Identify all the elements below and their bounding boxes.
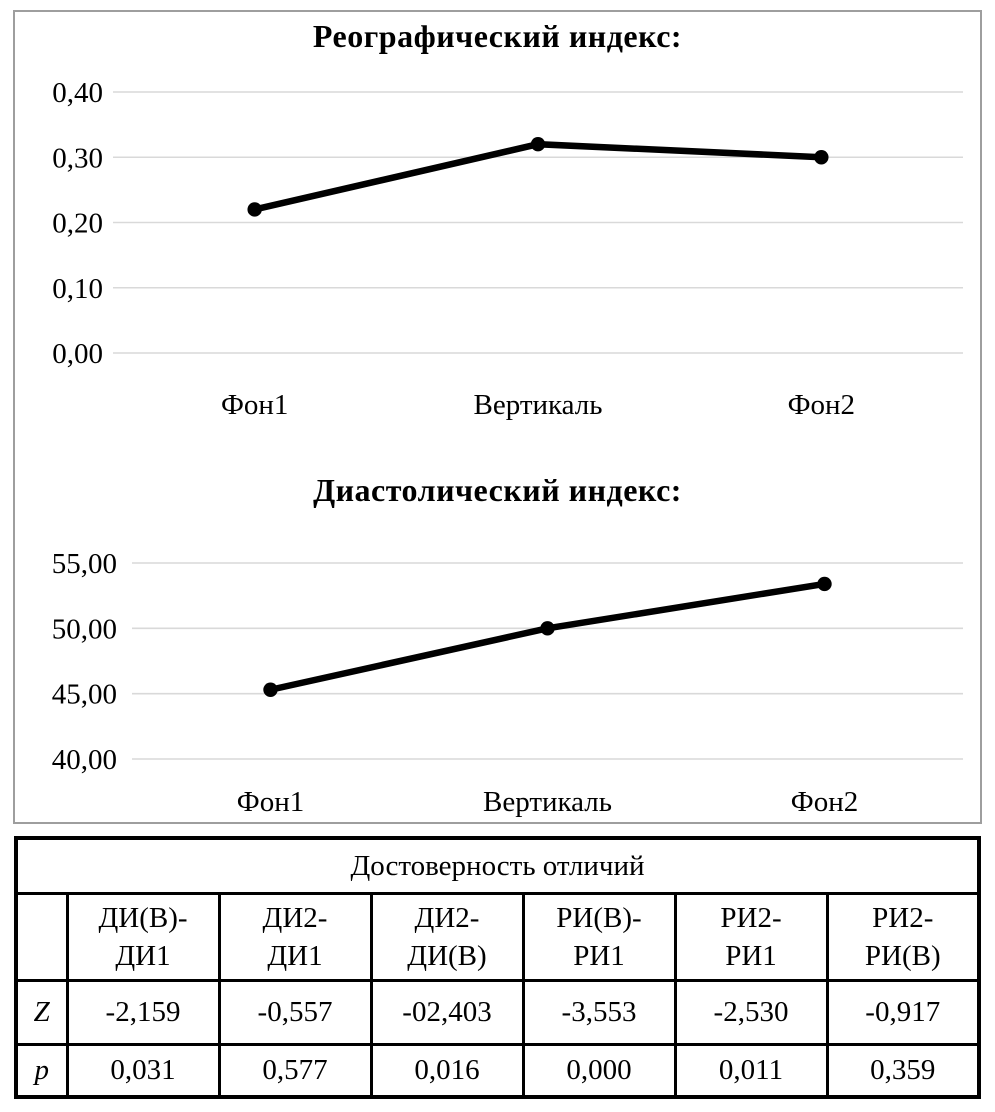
table-corner-cell bbox=[14, 892, 69, 982]
table-cell: -02,403 bbox=[369, 979, 525, 1046]
charts-panel: Реографический индекс: Диастолический ин… bbox=[13, 10, 982, 824]
table-col-header: ДИ2- ДИ1 bbox=[217, 892, 373, 982]
row-label-z: Z bbox=[14, 979, 69, 1046]
table-cell: 0,359 bbox=[825, 1043, 981, 1099]
y-tick-label: 40,00 bbox=[52, 744, 117, 776]
x-tick-label: Фон1 bbox=[221, 389, 288, 421]
table-cell: 0,031 bbox=[65, 1043, 221, 1099]
table-row: p 0,031 0,577 0,016 0,000 0,011 0,359 bbox=[14, 1043, 981, 1099]
x-tick-label: Вертикаль bbox=[483, 786, 612, 818]
table-title: Достоверность отличий bbox=[14, 836, 981, 895]
x-tick-label: Фон2 bbox=[788, 389, 855, 421]
table-title-row: Достоверность отличий bbox=[14, 836, 981, 895]
y-tick-label: 0,00 bbox=[52, 338, 103, 370]
y-tick-label: 50,00 bbox=[52, 613, 117, 645]
chart2-title: Диастолический индекс: bbox=[313, 472, 682, 508]
table-col-header: ДИ2- ДИ(В) bbox=[369, 892, 525, 982]
x-tick-label: Вертикаль bbox=[474, 389, 603, 421]
table-header-row: ДИ(В)- ДИ1 ДИ2- ДИ1 ДИ2- ДИ(В) РИ(В)- РИ… bbox=[14, 892, 981, 982]
data-point bbox=[530, 137, 546, 152]
x-tick-label: Фон2 bbox=[791, 786, 858, 818]
series-line bbox=[267, 580, 828, 693]
y-tick-label: 0,20 bbox=[52, 208, 103, 240]
row-label-p: p bbox=[14, 1043, 69, 1099]
series-line bbox=[251, 140, 825, 213]
y-tick-label: 55,00 bbox=[52, 548, 117, 580]
data-point bbox=[540, 621, 555, 636]
table-cell: -0,557 bbox=[217, 979, 373, 1046]
table-col-header: ДИ(В)- ДИ1 bbox=[65, 892, 221, 982]
table-cell: 0,016 bbox=[369, 1043, 525, 1099]
table-col-header: РИ(В)- РИ1 bbox=[521, 892, 677, 982]
table-col-header: РИ2- РИ(В) bbox=[825, 892, 981, 982]
y-tick-label: 0,40 bbox=[52, 77, 103, 109]
chart1-title: Реографический индекс: bbox=[312, 18, 683, 54]
table-cell: -0,917 bbox=[825, 979, 981, 1046]
y-tick-label: 0,10 bbox=[52, 273, 103, 305]
y-tick-label: 0,30 bbox=[52, 142, 103, 174]
table-cell: 0,577 bbox=[217, 1043, 373, 1099]
data-point bbox=[247, 202, 262, 217]
data-point bbox=[817, 576, 832, 592]
significance-table: Достоверность отличий ДИ(В)- ДИ1 ДИ2- ДИ… bbox=[14, 836, 981, 1099]
table-cell: -2,159 bbox=[65, 979, 221, 1046]
table-col-header: РИ2- РИ1 bbox=[673, 892, 829, 982]
data-point bbox=[814, 150, 829, 165]
data-point bbox=[263, 682, 278, 697]
y-tick-label: 45,00 bbox=[52, 679, 117, 711]
charts-svg: 0,40 0,30 0,20 0,10 0,00 Фон1 Вертикаль Фон2 55,… bbox=[52, 77, 963, 818]
table-cell: -3,553 bbox=[521, 979, 677, 1046]
table-cell: 0,011 bbox=[673, 1043, 829, 1099]
table-cell: -2,530 bbox=[673, 979, 829, 1046]
x-tick-label: Фон1 bbox=[237, 786, 304, 818]
table-row: Z -2,159 -0,557 -02,403 -3,553 -2,530 -0… bbox=[14, 979, 981, 1046]
table-cell: 0,000 bbox=[521, 1043, 677, 1099]
